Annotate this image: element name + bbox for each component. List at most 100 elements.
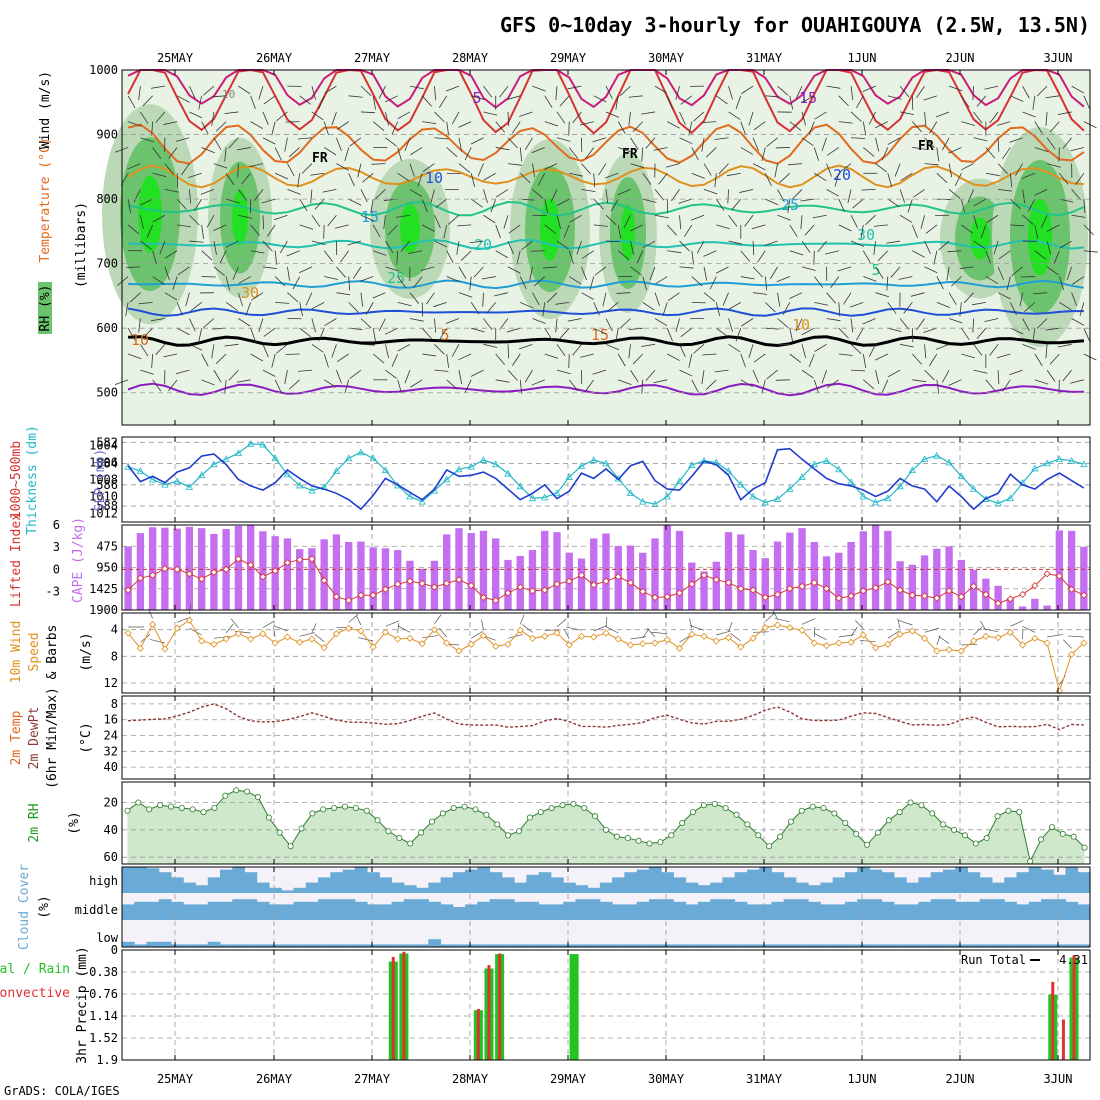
wind-point [994, 634, 1002, 642]
wind-barb [507, 266, 521, 274]
wind-barb [213, 240, 217, 255]
cloud-cell [403, 899, 417, 920]
lifted-point [479, 593, 488, 602]
wind-barb [898, 619, 913, 626]
wind-barb [961, 327, 970, 341]
cloud-cell [795, 944, 809, 947]
cloud-cell [342, 944, 356, 947]
wind-barb [370, 199, 374, 213]
isotherm-line [127, 123, 1085, 165]
wind-barb [311, 214, 321, 227]
wind-barb [404, 137, 411, 151]
rh2m-point [1059, 830, 1066, 837]
wind-barb [800, 198, 815, 202]
rh2m-point [874, 829, 881, 836]
wind-barb [973, 626, 983, 636]
cape-bar [957, 559, 966, 610]
wind-barb [630, 224, 643, 232]
wind-barb [774, 618, 790, 623]
wind-point [1031, 634, 1039, 642]
wind-barb [916, 85, 925, 98]
wind-barb [1059, 302, 1072, 311]
wind-barb [923, 95, 937, 101]
wind-barb [925, 224, 938, 234]
wind-barb [273, 625, 288, 632]
cloud-cell [1040, 899, 1054, 920]
wind-barb [715, 302, 721, 317]
wind-barb [1083, 250, 1098, 253]
slp-tick: 1006 [89, 456, 118, 470]
wind-barb [250, 292, 264, 301]
wind-barb [684, 224, 693, 237]
wind-barb [236, 379, 251, 383]
cloud-cell [771, 901, 785, 920]
wind-barb [777, 85, 789, 96]
wind-barb [336, 137, 342, 151]
cloud-cell [869, 944, 883, 947]
wind-barb [941, 137, 950, 151]
wind-point [700, 632, 708, 640]
wind-barb [422, 635, 438, 639]
wind-point [798, 626, 806, 634]
wind-barb [262, 111, 269, 125]
wind-barb [358, 637, 374, 642]
wind-barb [458, 121, 472, 128]
slp-point [773, 495, 782, 502]
wind-barb [887, 198, 900, 208]
wind-barb [546, 292, 558, 303]
wind-barb [989, 344, 999, 356]
rh2m-point [635, 837, 642, 844]
wind-barb [470, 173, 475, 187]
isotherm-label: 30 [857, 226, 875, 244]
wind-barb [585, 379, 595, 392]
wind-point [1006, 628, 1014, 636]
cloud-cell [1028, 901, 1042, 920]
wind-barb [973, 137, 988, 142]
wind-barb [563, 224, 570, 239]
cloud-cell [318, 944, 331, 947]
cape-bar [639, 552, 647, 610]
wind-barb [615, 95, 619, 110]
slp-point [308, 486, 316, 494]
lifted-point [541, 586, 549, 594]
wind-point [271, 639, 279, 647]
cloud-cell [771, 872, 785, 893]
wind-barb [924, 627, 940, 633]
wind-point [418, 640, 426, 648]
slp-point [283, 470, 292, 478]
date-label-top: 30MAY [648, 51, 685, 65]
wind-barb [567, 318, 582, 322]
wind-barb [318, 95, 325, 109]
wind-barb [834, 173, 840, 187]
cape-bar [406, 560, 414, 610]
wind-barb [542, 302, 546, 317]
wind-barb [619, 318, 631, 329]
wind-point [945, 646, 953, 654]
wind-barb [430, 189, 435, 204]
wind-barb [821, 137, 827, 152]
wind-barb [881, 379, 889, 393]
cloud-cell [207, 901, 221, 920]
wind-barb [434, 137, 449, 140]
lifted-point [982, 590, 990, 599]
wind-barb [731, 198, 742, 211]
wind-barb [323, 121, 329, 136]
wind-barb [998, 189, 1013, 192]
wind-barb [385, 111, 389, 126]
wind-barb [147, 608, 153, 619]
cloud-cell [220, 901, 233, 920]
wind-barb [959, 302, 962, 317]
wind-barb [360, 214, 374, 222]
cloud-cell [477, 944, 491, 947]
wind-barb [826, 379, 840, 388]
precip-convective-bar [1051, 981, 1055, 1060]
wind-barb [471, 631, 483, 639]
wind-barb [297, 137, 312, 140]
panel-frame [121, 781, 1091, 865]
slp-point [406, 492, 414, 500]
wind-barb [524, 137, 533, 150]
wind-barb [936, 379, 940, 394]
wind-barb [324, 318, 337, 327]
wind-barb [133, 189, 141, 203]
wind-barb [912, 379, 927, 383]
